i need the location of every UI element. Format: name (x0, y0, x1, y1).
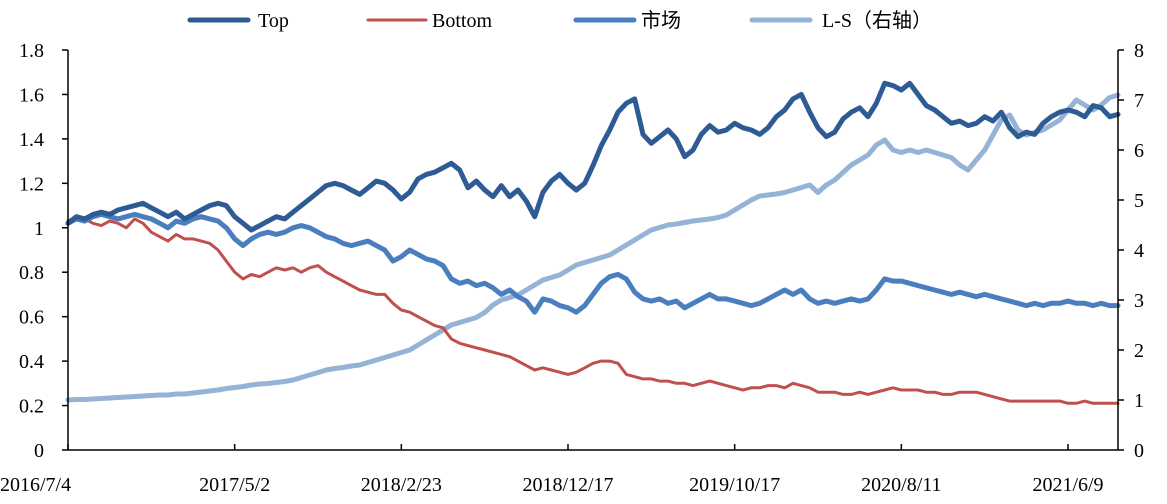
legend-label-2: 市场 (641, 9, 681, 32)
x-tick-label: 2016/7/4 (0, 474, 71, 496)
x-tick-label: 2020/8/11 (861, 474, 941, 496)
left-y-tick-label: 0.6 (19, 307, 44, 329)
left-y-tick-label: 1 (34, 218, 44, 240)
series-line-3 (65, 92, 1121, 403)
right-y-tick-label: 2 (1134, 340, 1144, 362)
x-tick-label: 2021/6/9 (1032, 474, 1103, 496)
x-tick-label: 2017/5/2 (199, 474, 270, 496)
ticks-layer: 0 0.2 0.4 0.6 0.8 1 1.2 1.4 1.6 1.8 0 1 2 3 4 5 6 7 8 2016/… (0, 40, 1144, 496)
legend-label-1: Bottom (432, 10, 492, 32)
x-tick-label: 2018/12/17 (522, 474, 613, 496)
right-y-tick-label: 8 (1134, 40, 1144, 62)
right-y-tick-label: 4 (1134, 240, 1144, 262)
left-y-tick-label: 0 (34, 440, 44, 462)
series-line-0 (65, 80, 1121, 233)
right-y-tick-label: 1 (1134, 390, 1144, 412)
series-line-1 (66, 215, 1120, 405)
x-tick-label: 2018/2/23 (361, 474, 442, 496)
right-y-tick-label: 0 (1134, 440, 1144, 462)
legend-label-3: L-S（右轴） (822, 9, 932, 32)
legend-label-0: Top (258, 10, 289, 32)
left-y-tick-label: 1.4 (19, 129, 44, 151)
left-y-tick-label: 1.2 (19, 173, 44, 195)
left-y-tick-label: 1.6 (19, 84, 44, 106)
x-tick-label: 2019/10/17 (689, 474, 780, 496)
series-layer (65, 80, 1121, 405)
right-y-tick-label: 3 (1134, 290, 1144, 312)
right-y-tick-label: 6 (1134, 140, 1144, 162)
legend: Top Bottom 市场 L-S（右轴） (187, 9, 932, 32)
left-y-tick-label: 0.4 (19, 351, 44, 373)
left-y-tick-label: 1.8 (19, 40, 44, 62)
left-y-tick-label: 0.8 (19, 262, 44, 284)
series-line-2 (65, 211, 1121, 315)
right-y-tick-label: 7 (1134, 90, 1144, 112)
left-y-tick-label: 0.2 (19, 396, 44, 418)
right-y-tick-label: 5 (1134, 190, 1144, 212)
